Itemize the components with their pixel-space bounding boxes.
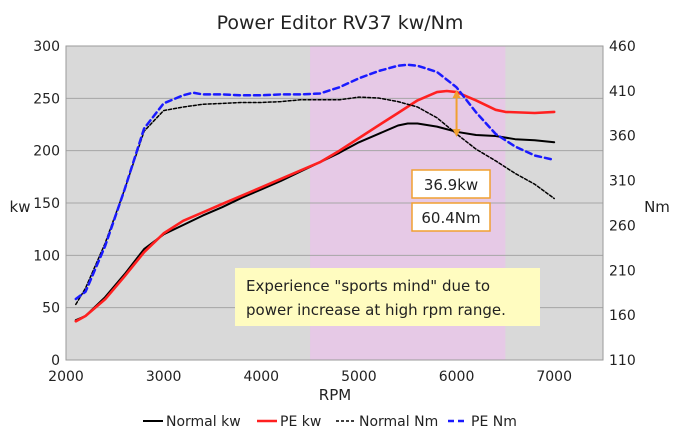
x-tick-4000: 4000 [243,369,279,385]
left-tick-50: 50 [42,301,60,317]
x-tick-6000: 6000 [439,369,475,385]
right-tick-460: 460 [609,39,636,55]
right-tick-160: 160 [609,308,636,324]
x-tick-7000: 7000 [536,369,572,385]
series-pe-kw [74,89,556,323]
plot-border [65,45,604,361]
y-axis-label-right: Nm [644,198,670,216]
nm-gain-badge [411,202,491,232]
note-box [235,268,540,326]
x-tick-5000: 5000 [341,369,377,385]
gain-arrow-head-top [452,89,461,98]
right-tick-110: 110 [609,353,636,369]
left-tick-300: 300 [33,39,60,55]
left-tick-100: 100 [33,248,60,264]
right-tick-260: 260 [609,218,636,234]
legend-label-normal-kw: Normal kw [166,414,241,430]
legend: Normal kw PE kw Normal Nm PE Nm [143,414,517,430]
x-axis-label: RPM [319,386,351,404]
left-tick-250: 250 [33,91,60,107]
kw-gain-badge-label: 36.9kw [424,176,478,194]
series-pe-nm [74,63,556,301]
right-tick-310: 310 [609,174,636,190]
legend-label-normal-nm: Normal Nm [359,414,438,430]
gain-arrow-head-bottom [452,129,461,138]
left-tick-200: 200 [33,144,60,160]
x-tick-2000: 2000 [48,369,84,385]
series-normal-nm [75,96,555,306]
note-line-1: Experience "sports mind" due to [246,277,490,295]
right-tick-210: 210 [609,263,636,279]
x-axis-ticks: 2000 3000 4000 5000 6000 7000 [48,369,572,385]
y-axis-label-left: kw [10,198,31,216]
left-tick-0: 0 [51,353,60,369]
right-tick-410: 410 [609,84,636,100]
legend-label-pe-kw: PE kw [280,414,321,430]
legend-label-pe-nm: PE Nm [471,414,517,430]
left-tick-150: 150 [33,196,60,212]
chart-title: Power Editor RV37 kw/Nm [217,12,464,34]
note-line-2: power increase at high rpm range. [246,301,506,319]
nm-gain-badge-label: 60.4Nm [421,209,480,227]
left-axis-ticks: 0 50 100 150 200 250 300 [33,39,60,369]
x-tick-3000: 3000 [146,369,182,385]
right-tick-360: 360 [609,129,636,145]
kw-gain-badge [411,169,491,199]
right-axis-ticks: 110 160 210 260 310 360 410 460 [609,39,636,369]
series-lines [74,63,556,323]
gain-arrow [452,89,461,138]
